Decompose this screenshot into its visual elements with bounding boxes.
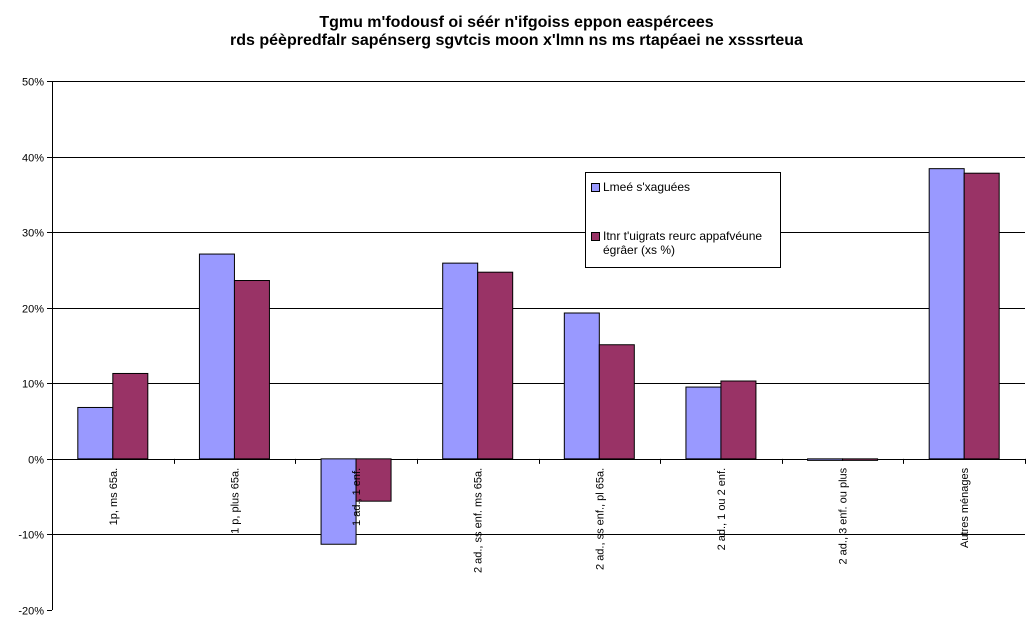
legend-swatch-series-2 <box>591 232 600 241</box>
x-tick-label: 2 ad., 1 ou 2 enf. <box>716 468 728 551</box>
chart-title-line-2: rds péèpredfalr sapénserg sgvtcis moon x… <box>230 32 803 49</box>
legend-label-series-2: Itnr t'uigrats reurc appafvéune égrâer (… <box>603 229 763 257</box>
y-tick-label: 20% <box>22 304 44 316</box>
bar-series-2 <box>842 458 879 461</box>
x-tick-label: 2 ad., 3 enf. ou plus <box>838 467 850 564</box>
x-tick-label: 1p, ms 65a. <box>108 468 120 525</box>
y-tick-label: 10% <box>22 379 44 391</box>
x-tick-label: 1 p, plus 65a. <box>229 468 241 534</box>
bar-series-1 <box>928 168 965 460</box>
x-tick-label: 2 ad., ss enf., pl 65a. <box>594 468 606 570</box>
bar-series-1 <box>807 458 844 461</box>
chart-title: Tgmu m'fodousf oi séér n'ifgoiss eppon e… <box>0 14 1033 50</box>
bar-series-2 <box>598 344 635 460</box>
bars <box>77 168 1000 545</box>
y-tick-label: -10% <box>18 530 44 542</box>
x-tick-label: 2 ad., ss enf. ms 65a. <box>473 468 485 573</box>
chart-title-line-1: Tgmu m'fodousf oi séér n'ifgoiss eppon e… <box>319 14 714 31</box>
y-tick-label: -20% <box>18 606 44 618</box>
bar-series-1 <box>685 386 722 460</box>
x-tick-label: 1 ad., 1 enf. <box>351 468 363 526</box>
bar-series-1 <box>198 253 235 460</box>
y-tick-label: 30% <box>22 228 44 240</box>
bar-series-1 <box>442 262 479 460</box>
legend-item-series-1: Lmeé s'xaguées <box>591 180 783 194</box>
axes <box>47 81 1026 611</box>
bar-series-1 <box>563 312 600 460</box>
gridlines <box>52 81 1025 535</box>
y-tick-label: 40% <box>22 153 44 165</box>
legend-label-series-1: Lmeé s'xaguées <box>603 180 691 194</box>
legend: Lmeé s'xaguées Itnr t'uigrats reurc appa… <box>585 172 781 268</box>
bar-series-1 <box>77 406 114 460</box>
bar-series-2 <box>477 271 514 460</box>
tick-labels: -20% -10% 0% 10% 20% 30% 40% 50% 1p, ms 65a. 1 p,… <box>18 77 971 618</box>
legend-item-series-2: Itnr t'uigrats reurc appafvéune égrâer (… <box>591 229 783 257</box>
bar-series-2 <box>963 172 1000 460</box>
y-tick-label: 50% <box>22 77 44 89</box>
x-tick-label: Autres ménages <box>959 467 971 548</box>
y-tick-label: 0% <box>28 455 44 467</box>
bar-series-2 <box>355 458 392 502</box>
bar-series-2 <box>720 380 757 460</box>
bar-series-1 <box>320 458 357 545</box>
legend-swatch-series-1 <box>591 183 600 192</box>
bar-series-2 <box>233 280 270 460</box>
bar-series-2 <box>112 372 149 460</box>
